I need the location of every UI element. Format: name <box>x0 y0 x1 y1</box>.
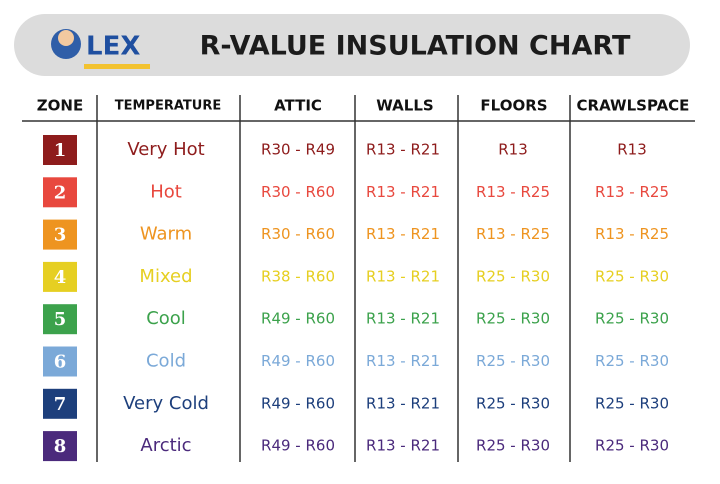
crawlspace-cell: R25 - R30 <box>595 437 669 455</box>
attic-cell: R49 - R60 <box>261 394 335 412</box>
zone-swatch <box>43 388 77 419</box>
column-header: TEMPERATURE <box>115 99 221 114</box>
column-header: ATTIC <box>274 97 322 115</box>
column-header: ZONE <box>37 97 83 115</box>
attic-cell: R38 - R60 <box>261 267 335 285</box>
crawlspace-cell: R25 - R30 <box>595 394 669 412</box>
column-header: WALLS <box>376 97 433 115</box>
attic-cell: R30 - R60 <box>261 183 335 201</box>
crawlspace-cell: R13 - R25 <box>595 183 669 201</box>
walls-cell: R13 - R21 <box>366 352 440 370</box>
walls-cell: R13 - R21 <box>366 183 440 201</box>
zone-swatch <box>43 135 77 165</box>
zone-number: 7 <box>54 394 67 415</box>
walls-cell: R13 - R21 <box>366 267 440 285</box>
floors-cell: R13 - R25 <box>476 225 550 243</box>
walls-cell: R13 - R21 <box>366 310 440 328</box>
walls-cell: R13 - R21 <box>366 394 440 412</box>
attic-cell: R30 - R49 <box>261 141 335 159</box>
temperature-cell: Mixed <box>139 266 192 287</box>
attic-cell: R30 - R60 <box>261 225 335 243</box>
logo-text: LEX <box>86 32 140 62</box>
walls-cell: R13 - R21 <box>366 141 440 159</box>
zone-swatch <box>43 219 77 250</box>
zone-number: 8 <box>54 436 67 457</box>
temperature-cell: Hot <box>150 181 182 202</box>
zone-number: 5 <box>54 309 67 330</box>
crawlspace-cell: R25 - R30 <box>595 310 669 328</box>
temperature-cell: Warm <box>140 224 192 245</box>
attic-cell: R49 - R60 <box>261 352 335 370</box>
column-header: FLOORS <box>480 97 547 115</box>
walls-cell: R13 - R21 <box>366 437 440 455</box>
floors-cell: R25 - R30 <box>476 394 550 412</box>
zone-number: 4 <box>54 267 67 288</box>
floors-cell: R25 - R30 <box>476 267 550 285</box>
crawlspace-cell: R13 <box>617 141 647 159</box>
floors-cell: R25 - R30 <box>476 437 550 455</box>
floors-cell: R25 - R30 <box>476 352 550 370</box>
floors-cell: R25 - R30 <box>476 310 550 328</box>
zone-number: 6 <box>54 352 67 373</box>
header-band <box>14 14 690 76</box>
walls-cell: R13 - R21 <box>366 225 440 243</box>
zone-swatch <box>43 261 77 292</box>
zone-number: 2 <box>54 182 67 203</box>
crawlspace-cell: R25 - R30 <box>595 267 669 285</box>
temperature-cell: Cold <box>146 351 186 372</box>
zone-swatch <box>43 304 77 335</box>
table-lines <box>22 95 695 462</box>
temperature-cell: Very Hot <box>127 139 204 160</box>
floors-cell: R13 <box>498 141 528 159</box>
logo: LEX <box>51 29 150 69</box>
column-header: CRAWLSPACE <box>577 97 690 115</box>
zone-number: 1 <box>54 140 67 161</box>
temperature-cell: Very Cold <box>123 393 209 414</box>
temperature-cell: Cool <box>146 308 186 329</box>
zone-swatch <box>43 346 77 377</box>
title: R-VALUE INSULATION CHART <box>200 31 631 62</box>
attic-cell: R49 - R60 <box>261 437 335 455</box>
zone-swatch <box>43 431 77 462</box>
attic-cell: R49 - R60 <box>261 310 335 328</box>
zone-swatch <box>43 177 77 208</box>
crawlspace-cell: R25 - R30 <box>595 352 669 370</box>
zone-number: 3 <box>54 225 67 246</box>
floors-cell: R13 - R25 <box>476 183 550 201</box>
temperature-cell: Arctic <box>140 435 191 456</box>
crawlspace-cell: R13 - R25 <box>595 225 669 243</box>
